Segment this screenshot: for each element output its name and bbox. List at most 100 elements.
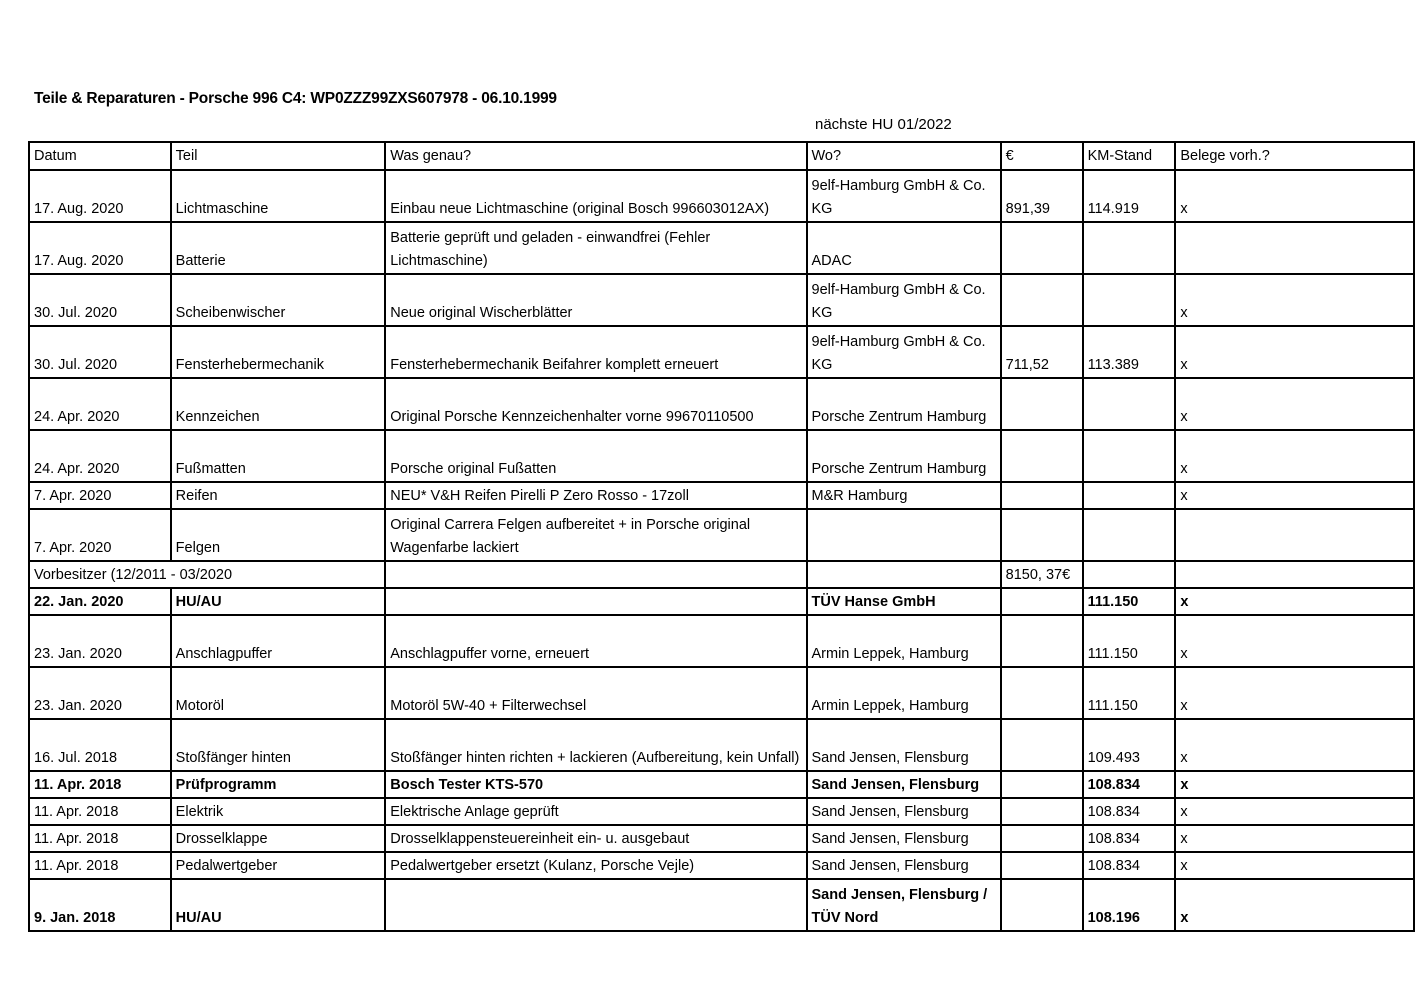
cell-km: 108.834: [1081, 851, 1177, 880]
column-header-teil: Teil: [169, 141, 387, 171]
table-row: 17. Aug. 2020 Lichtmaschine Einbau neue Li…: [28, 169, 1415, 223]
cell-wo: Sand Jensen, Flensburg: [805, 718, 1002, 772]
cell-datum: 11. Apr. 2018: [28, 770, 172, 799]
repairs-table: Datum Teil Was genau? Wo? € KM-Stand Belege vo…: [27, 141, 1415, 932]
cell-euro: 891,39: [999, 169, 1084, 223]
cell-datum: 30. Jul. 2020: [28, 325, 172, 379]
cell-was: Stoßfänger hinten richten + lackieren (A…: [384, 718, 808, 772]
cell-datum: 24. Apr. 2020: [28, 429, 172, 483]
table-row: 17. Aug. 2020 Batterie Batterie geprüft un…: [28, 221, 1415, 275]
cell-euro: [999, 878, 1084, 932]
cell-teil: Fußmatten: [169, 429, 387, 483]
cell-teil: Pedalwertgeber: [169, 851, 387, 880]
column-header-was: Was genau?: [384, 141, 808, 171]
cell-km: 108.834: [1081, 770, 1177, 799]
previous-owner-wo-cell: [805, 560, 1002, 589]
cell-km: [1081, 429, 1177, 483]
cell-belege: x: [1174, 718, 1415, 772]
cell-datum: 24. Apr. 2020: [28, 377, 172, 431]
cell-belege: x: [1174, 325, 1415, 379]
cell-was: Fensterhebermechanik Beifahrer komplett …: [384, 325, 808, 379]
cell-euro: [999, 770, 1084, 799]
cell-wo: 9elf-Hamburg GmbH & Co. KG: [805, 273, 1002, 327]
cell-datum: 9. Jan. 2018: [28, 878, 172, 932]
cell-teil: Lichtmaschine: [169, 169, 387, 223]
cell-wo: Armin Leppek, Hamburg: [805, 666, 1002, 720]
cell-km: 113.389: [1081, 325, 1177, 379]
table-row: 9. Jan. 2018 HU/AU Sand Jensen, Flensburg …: [28, 878, 1415, 932]
cell-was: Anschlagpuffer vorne, erneuert: [384, 614, 808, 668]
cell-teil: Kennzeichen: [169, 377, 387, 431]
table-row: 11. Apr. 2018 Pedalwertgeber Pedalwertgebe…: [28, 851, 1415, 880]
cell-euro: [999, 666, 1084, 720]
cell-teil: Batterie: [169, 221, 387, 275]
table-row: 24. Apr. 2020 Kennzeichen Original Porsche…: [28, 377, 1415, 431]
cell-km: 111.150: [1081, 666, 1177, 720]
cell-belege: x: [1174, 429, 1415, 483]
cell-teil: Drosselklappe: [169, 824, 387, 853]
cell-teil: HU/AU: [169, 878, 387, 932]
cell-km: [1081, 481, 1177, 510]
column-header-belege: Belege vorh.?: [1174, 141, 1415, 171]
cell-datum: 30. Jul. 2020: [28, 273, 172, 327]
cell-was: Original Carrera Felgen aufbereitet + in…: [384, 508, 808, 562]
table-row: 22. Jan. 2020 HU/AU TÜV Hanse GmbH 111.150 x: [28, 587, 1415, 616]
cell-euro: [999, 797, 1084, 826]
cell-was: NEU* V&H Reifen Pirelli P Zero Rosso - 1…: [384, 481, 808, 510]
table-row: 11. Apr. 2018 Prüfprogramm Bosch Tester KT…: [28, 770, 1415, 799]
cell-wo: Armin Leppek, Hamburg: [805, 614, 1002, 668]
cell-teil: Fensterhebermechanik: [169, 325, 387, 379]
cell-belege: x: [1174, 770, 1415, 799]
table-row: 11. Apr. 2018 Drosselklappe Drosselklappen…: [28, 824, 1415, 853]
table-header-row: Datum Teil Was genau? Wo? € KM-Stand Belege vo…: [28, 141, 1415, 171]
table-row: 23. Jan. 2020 Motoröl Motoröl 5W-40 + Filt…: [28, 666, 1415, 720]
cell-was: Bosch Tester KTS-570: [384, 770, 808, 799]
cell-datum: 23. Jan. 2020: [28, 614, 172, 668]
cell-datum: 11. Apr. 2018: [28, 797, 172, 826]
cell-euro: [999, 377, 1084, 431]
cell-datum: 11. Apr. 2018: [28, 851, 172, 880]
cell-wo: Sand Jensen, Flensburg: [805, 797, 1002, 826]
table-row: 11. Apr. 2018 Elektrik Elektrische Anlage …: [28, 797, 1415, 826]
cell-datum: 11. Apr. 2018: [28, 824, 172, 853]
cell-teil: Reifen: [169, 481, 387, 510]
cell-belege: x: [1174, 273, 1415, 327]
cell-was: Elektrische Anlage geprüft: [384, 797, 808, 826]
cell-belege: x: [1174, 614, 1415, 668]
cell-wo: M&R Hamburg: [805, 481, 1002, 510]
previous-owner-km-cell: [1081, 560, 1177, 589]
cell-km: 111.150: [1081, 614, 1177, 668]
cell-teil: Stoßfänger hinten: [169, 718, 387, 772]
cell-was: [384, 587, 808, 616]
cell-teil: Anschlagpuffer: [169, 614, 387, 668]
previous-owner-label: Vorbesitzer (12/2011 - 03/2020: [27, 560, 387, 589]
cell-datum: 22. Jan. 2020: [28, 587, 172, 616]
previous-owner-total-euro: 8150, 37€: [999, 560, 1084, 589]
cell-euro: 711,52: [999, 325, 1084, 379]
cell-belege: x: [1174, 481, 1415, 510]
cell-belege: x: [1174, 851, 1415, 880]
cell-was: Einbau neue Lichtmaschine (original Bosc…: [384, 169, 808, 223]
table-row: 7. Apr. 2020 Reifen NEU* V&H Reifen Pirell…: [28, 481, 1415, 510]
cell-belege: x: [1174, 878, 1415, 932]
cell-belege: [1174, 508, 1415, 562]
cell-wo: Sand Jensen, Flensburg / TÜV Nord: [805, 878, 1002, 932]
table-row: 7. Apr. 2020 Felgen Original Carrera Felge…: [28, 508, 1415, 562]
cell-was: Motoröl 5W-40 + Filterwechsel: [384, 666, 808, 720]
cell-datum: 16. Jul. 2018: [28, 718, 172, 772]
cell-euro: [999, 718, 1084, 772]
cell-was: Batterie geprüft und geladen - einwandfr…: [384, 221, 808, 275]
cell-wo: 9elf-Hamburg GmbH & Co. KG: [805, 169, 1002, 223]
cell-teil: HU/AU: [169, 587, 387, 616]
cell-wo: Porsche Zentrum Hamburg: [805, 377, 1002, 431]
cell-was: Original Porsche Kennzeichenhalter vorne…: [384, 377, 808, 431]
cell-teil: Prüfprogramm: [169, 770, 387, 799]
cell-datum: 7. Apr. 2020: [28, 481, 172, 510]
page-title: Teile & Reparaturen - Porsche 996 C4: WP…: [34, 90, 557, 107]
cell-was: Pedalwertgeber ersetzt (Kulanz, Porsche …: [384, 851, 808, 880]
cell-datum: 17. Aug. 2020: [28, 221, 172, 275]
cell-km: 111.150: [1081, 587, 1177, 616]
cell-wo: 9elf-Hamburg GmbH & Co. KG: [805, 325, 1002, 379]
table-row: 16. Jul. 2018 Stoßfänger hinten Stoßfänger…: [28, 718, 1415, 772]
